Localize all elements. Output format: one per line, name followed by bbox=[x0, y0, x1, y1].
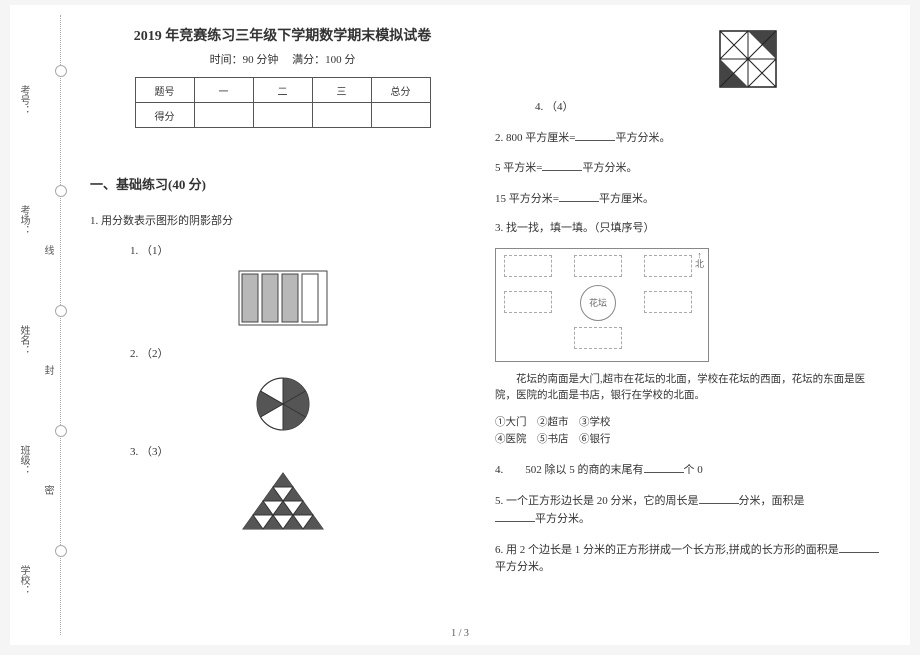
cell-blank bbox=[371, 103, 430, 128]
question-1: 1. 用分数表示图形的阴影部分 bbox=[90, 213, 475, 231]
q1-sub1-label: 1. （1） bbox=[130, 243, 475, 261]
question-2-line1: 2. 800 平方厘米= 平方分米。 bbox=[495, 129, 880, 148]
binding-circle bbox=[55, 305, 67, 317]
fill-blank[interactable] bbox=[644, 461, 684, 473]
fill-blank[interactable] bbox=[559, 190, 599, 202]
right-column: 4. （4） 2. 800 平方厘米= 平方分米。 5 平方米= 平方分米。 15 … bbox=[495, 25, 880, 635]
compass-label: 北 bbox=[695, 259, 704, 269]
row-label: 得分 bbox=[135, 103, 194, 128]
map-options: ①大门 ②超市 ③学校 ④医院 ⑤书店 ⑥银行 bbox=[495, 415, 880, 449]
th-3: 三 bbox=[312, 78, 371, 103]
binding-circle bbox=[55, 545, 67, 557]
q2-text: 5 平方米= bbox=[495, 162, 542, 174]
q6-tail: 平方分米。 bbox=[495, 561, 550, 573]
q4-tail: 个 0 bbox=[684, 464, 703, 476]
map-slot bbox=[574, 255, 622, 277]
binding-label-room: 考场： bbox=[16, 205, 31, 235]
q6-text: 6. 用 2 个边长是 1 分米的正方形拼成一个长方形,拼成的长方形的面积是 bbox=[495, 544, 839, 556]
binding-seal-1: 密 bbox=[40, 485, 55, 495]
question-3: 3. 找一找，填一填。（只填序号） bbox=[495, 220, 880, 238]
binding-label-class: 班级： bbox=[16, 445, 31, 475]
bars-icon bbox=[238, 270, 328, 326]
question-6: 6. 用 2 个边长是 1 分米的正方形拼成一个长方形,拼成的长方形的面积是平方… bbox=[495, 541, 880, 577]
q2-unit: 平方分米。 bbox=[582, 162, 637, 174]
square-diag-icon bbox=[718, 29, 778, 89]
binding-dotted-line bbox=[60, 15, 61, 635]
q2-text: 15 平方分米= bbox=[495, 193, 559, 205]
exam-title: 2019 年竞赛练习三年级下学期数学期末模拟试卷 bbox=[90, 25, 475, 45]
map-slot bbox=[644, 291, 692, 313]
q1-sub3-label: 3. （3） bbox=[130, 444, 475, 462]
page-number: 1 / 3 bbox=[10, 628, 910, 639]
binding-margin: 学校： 班级： 姓名： 考场： 考号： 密 封 线 bbox=[10, 5, 80, 645]
fill-blank[interactable] bbox=[542, 159, 582, 171]
binding-seal-3: 线 bbox=[40, 245, 55, 255]
section-1-heading: 一、基础练习(40 分) bbox=[90, 174, 475, 193]
q2-unit: 平方分米。 bbox=[615, 132, 670, 144]
q5-mid: 分米，面积是 bbox=[739, 495, 805, 507]
map-slot bbox=[504, 291, 552, 313]
cell-blank bbox=[312, 103, 371, 128]
binding-circle bbox=[55, 425, 67, 437]
exam-page: 学校： 班级： 姓名： 考场： 考号： 密 封 线 2019 年竞赛练习三年级下… bbox=[10, 5, 910, 645]
binding-label-name: 姓名： bbox=[16, 325, 31, 355]
map-slot bbox=[574, 327, 622, 349]
content-columns: 2019 年竞赛练习三年级下学期数学期末模拟试卷 时间：90 分钟 满分：100… bbox=[80, 5, 910, 645]
left-column: 2019 年竞赛练习三年级下学期数学期末模拟试卷 时间：90 分钟 满分：100… bbox=[90, 25, 475, 635]
exam-subtitle: 时间：90 分钟 满分：100 分 bbox=[90, 51, 475, 67]
binding-seal-2: 封 bbox=[40, 365, 55, 375]
th-2: 二 bbox=[253, 78, 312, 103]
q1-sub4-label: 4. （4） bbox=[535, 99, 880, 117]
fullscore-label: 满分：100 分 bbox=[292, 54, 355, 66]
map-center-label: 花坛 bbox=[580, 285, 616, 321]
q4-text: 4. 502 除以 5 的商的末尾有 bbox=[495, 464, 644, 476]
fill-blank[interactable] bbox=[575, 129, 615, 141]
question-5: 5. 一个正方形边长是 20 分米，它的周长是 分米，面积是平方分米。 bbox=[495, 492, 880, 529]
q2-unit: 平方厘米。 bbox=[599, 193, 654, 205]
binding-label-id: 考号： bbox=[16, 85, 31, 115]
figure-4 bbox=[615, 29, 880, 89]
map-diagram: ↑北 花坛 bbox=[495, 248, 709, 362]
map-slot bbox=[504, 255, 552, 277]
compass-icon: ↑北 bbox=[695, 251, 704, 269]
pie-icon bbox=[253, 374, 313, 434]
map-description: 花坛的南面是大门,超市在花坛的北面，学校在花坛的西面，花坛的东面是医院，医院的北… bbox=[495, 372, 880, 404]
cell-blank bbox=[194, 103, 253, 128]
binding-circle bbox=[55, 185, 67, 197]
figure-1 bbox=[90, 270, 475, 326]
q2-text: 2. 800 平方厘米= bbox=[495, 132, 575, 144]
triangles-icon bbox=[238, 471, 328, 531]
map-slot bbox=[644, 255, 692, 277]
th-1: 一 bbox=[194, 78, 253, 103]
binding-circle bbox=[55, 65, 67, 77]
question-2-line3: 15 平方分米= 平方厘米。 bbox=[495, 190, 880, 209]
fill-blank[interactable] bbox=[839, 541, 879, 553]
fill-blank[interactable] bbox=[699, 492, 739, 504]
binding-label-school: 学校： bbox=[16, 565, 31, 595]
figure-2 bbox=[90, 374, 475, 434]
table-row: 得分 bbox=[135, 103, 430, 128]
q1-sub2-label: 2. （2） bbox=[130, 346, 475, 364]
question-2-line2: 5 平方米= 平方分米。 bbox=[495, 159, 880, 178]
table-row: 题号 一 二 三 总分 bbox=[135, 78, 430, 103]
q5-text: 5. 一个正方形边长是 20 分米，它的周长是 bbox=[495, 495, 699, 507]
score-table: 题号 一 二 三 总分 得分 bbox=[135, 77, 431, 128]
figure-3 bbox=[90, 471, 475, 531]
cell-blank bbox=[253, 103, 312, 128]
q5-tail: 平方分米。 bbox=[535, 513, 590, 525]
time-label: 时间：90 分钟 bbox=[210, 54, 279, 66]
question-4: 4. 502 除以 5 的商的末尾有 个 0 bbox=[495, 461, 880, 480]
th-total: 总分 bbox=[371, 78, 430, 103]
th-num: 题号 bbox=[135, 78, 194, 103]
fill-blank[interactable] bbox=[495, 510, 535, 522]
